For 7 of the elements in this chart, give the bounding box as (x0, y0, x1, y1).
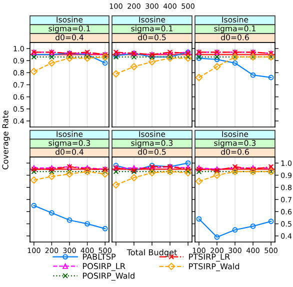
legend-label: POSIRP_Wald (83, 272, 134, 281)
legend-label: POSIRP_LR (83, 263, 126, 271)
legend-label: PABLTSP (83, 254, 116, 260)
x-axis-title: Total Budget (126, 249, 177, 257)
legend-label: PTSIRP_Wald (189, 263, 240, 272)
legend-label: PTSIRP_LR (189, 254, 230, 262)
y-axis-title: Coverage Rate (2, 110, 10, 170)
